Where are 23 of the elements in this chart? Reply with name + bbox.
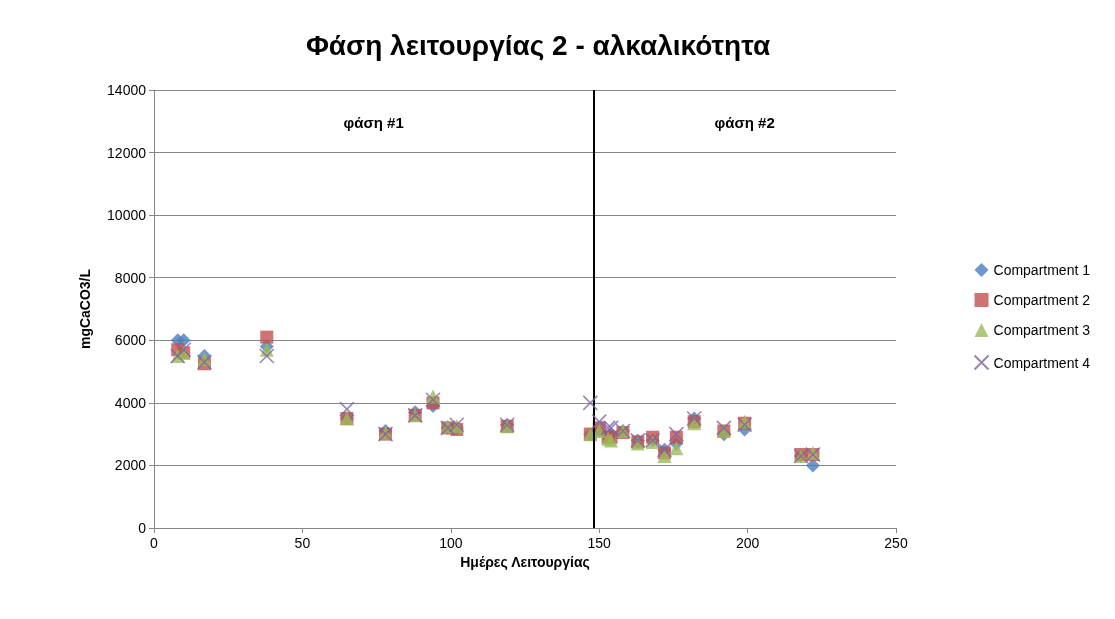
x-tick-label: 0	[150, 535, 159, 551]
y-tick-label: 0	[138, 520, 147, 536]
y-tick-label: 10000	[107, 207, 147, 224]
x-tick-label: 50	[294, 535, 311, 551]
annotation: φάση #2	[714, 113, 775, 131]
y-tick-label: 14000	[107, 82, 147, 98]
y-tick-label: 8000	[114, 269, 147, 286]
legend-label: Compartment 3	[993, 322, 1091, 338]
y-tick-label: 2000	[114, 457, 147, 474]
y-tick-label: 6000	[114, 332, 147, 349]
legend-label: Compartment 4	[993, 354, 1091, 371]
chart-title: Φάση λειτουργίας 2 - αλκαλικότητα	[305, 29, 771, 61]
y-tick-label: 4000	[114, 394, 147, 411]
x-tick-label: 150	[587, 535, 612, 551]
x-axis-title: Ημέρες Λειτουργίας	[460, 553, 590, 570]
annotation: φάση #1	[343, 113, 404, 131]
legend-label: Compartment 1	[993, 262, 1091, 278]
x-tick-label: 200	[735, 535, 760, 551]
y-axis-title: mgCaCO3/L	[77, 268, 93, 350]
y-tick-label: 12000	[107, 144, 147, 161]
legend-label: Compartment 2	[993, 292, 1091, 308]
x-tick-label: 100	[439, 535, 463, 551]
x-tick-label: 250	[884, 535, 908, 551]
